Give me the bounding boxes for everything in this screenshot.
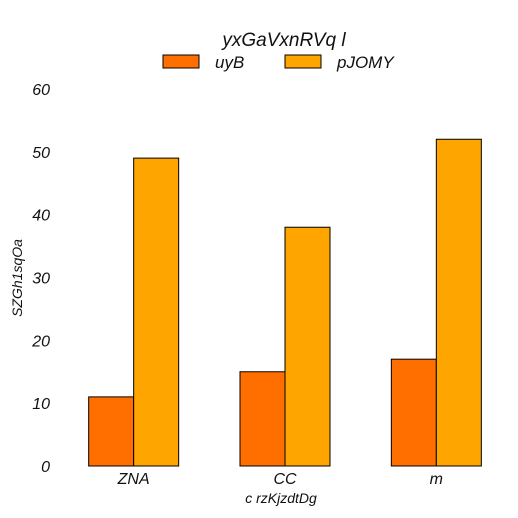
bar-pjomy-cc (284, 226, 331, 467)
x-tick-label-m: m (430, 471, 443, 488)
legend-label-pjomy: pJOMY (336, 53, 395, 72)
x-tick-label-cc: CC (273, 471, 297, 488)
bar-pjomy-zna (133, 157, 180, 467)
x-axis-label: c rzKjzdtDg (245, 490, 317, 506)
y-axis-ticks: 0 10 20 30 40 50 60 (31, 82, 50, 476)
bar-uyb-m (390, 358, 437, 467)
chart-title: yxGaVxnRVq l (220, 30, 346, 51)
bar-uyb-cc (239, 371, 286, 467)
bars (88, 138, 482, 467)
x-tick-label-zna: ZNA (117, 471, 150, 488)
y-tick-label-60: 60 (32, 82, 50, 99)
legend-swatch-uyb (162, 54, 200, 69)
bar-pjomy-m (435, 138, 482, 467)
y-tick-label-10: 10 (32, 396, 50, 413)
y-tick-label-0: 0 (41, 459, 50, 476)
y-tick-label-20: 20 (31, 333, 50, 350)
bar-uyb-zna (88, 396, 135, 467)
y-axis-label: SZGh1sqOa (9, 239, 25, 317)
legend-label-uyb: uyB (215, 53, 244, 72)
legend-swatch-pjomy (284, 54, 322, 69)
y-tick-label-40: 40 (32, 208, 50, 225)
y-tick-label-30: 30 (32, 271, 50, 288)
x-axis-ticks: ZNA CC m (117, 471, 443, 488)
y-tick-label-50: 50 (32, 145, 50, 162)
legend: uyB pJOMY (162, 53, 395, 72)
